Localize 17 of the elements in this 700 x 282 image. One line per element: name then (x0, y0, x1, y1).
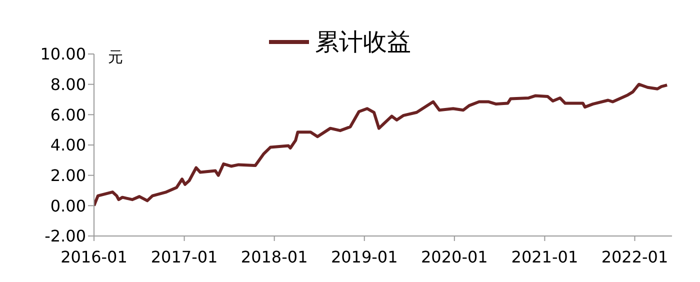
x-tick-label: 2018-01 (240, 247, 308, 266)
x-tick-label: 2020-01 (420, 247, 488, 266)
y-tick-label: 2.00 (50, 166, 86, 186)
y-tick-label: 0.00 (50, 196, 86, 216)
x-tick-label: 2022-01 (601, 247, 668, 266)
x-tick-label: 2016-01 (60, 247, 128, 266)
y-tick-label: 8.00 (50, 75, 86, 94)
y-tick-label: 6.00 (50, 105, 86, 124)
x-tick-label: 2019-01 (330, 247, 398, 266)
y-axis-title: 元 (108, 48, 123, 66)
legend-label: 累计收益 (315, 27, 411, 58)
y-tick-label: 4.00 (50, 136, 86, 155)
y-tick-label: -2.00 (44, 226, 86, 246)
line-series (94, 82, 669, 208)
y-tick-label: 10.00 (40, 44, 86, 64)
x-tick-label: 2021-01 (511, 247, 578, 266)
x-tick-label: 2017-01 (150, 247, 218, 266)
